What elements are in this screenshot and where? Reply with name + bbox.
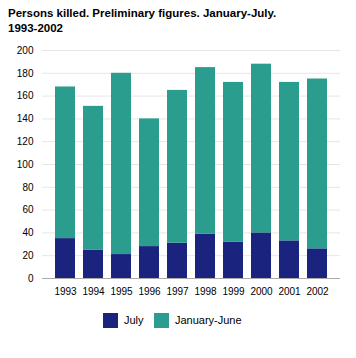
html-text:1993-2002: 1993-2002 xyxy=(8,21,63,34)
html-text:July: July xyxy=(123,314,144,327)
svg-text:160: 160 xyxy=(17,90,34,101)
svg-text:80: 80 xyxy=(22,181,34,192)
svg-text:0: 0 xyxy=(28,273,34,284)
svg-text:1999: 1999 xyxy=(222,285,245,296)
svg-text:2000: 2000 xyxy=(250,285,273,296)
html-text:January-June: January-June xyxy=(175,314,242,327)
svg-text:1995: 1995 xyxy=(110,285,133,296)
svg-text:120: 120 xyxy=(17,136,34,147)
svg-text:140: 140 xyxy=(17,113,34,124)
svg-text:1998: 1998 xyxy=(194,285,217,296)
svg-text:60: 60 xyxy=(22,204,34,215)
svg-text:2002: 2002 xyxy=(306,285,329,296)
svg-text:1997: 1997 xyxy=(166,285,189,296)
svg-text:180: 180 xyxy=(17,67,34,78)
html-text:Persons killed. Preliminary fi: Persons killed. Preliminary figures. Jan… xyxy=(8,7,277,19)
svg-text:1994: 1994 xyxy=(82,285,105,296)
svg-text:20: 20 xyxy=(22,250,34,261)
svg-text:1996: 1996 xyxy=(138,285,161,296)
svg-text:1993: 1993 xyxy=(54,285,77,296)
svg-text:100: 100 xyxy=(17,159,34,170)
svg-text:2001: 2001 xyxy=(278,285,301,296)
svg-text:40: 40 xyxy=(22,227,34,238)
svg-text:200: 200 xyxy=(17,45,34,56)
